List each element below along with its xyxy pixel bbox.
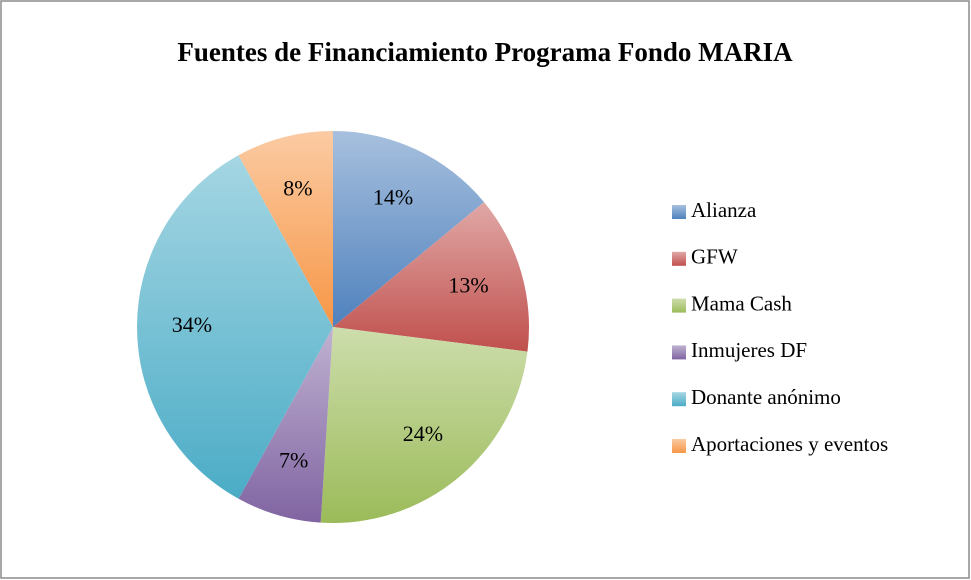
legend-label: Inmujeres DF bbox=[691, 338, 807, 362]
pie-slice bbox=[320, 327, 528, 523]
data-label: 34% bbox=[172, 312, 212, 337]
data-label: 14% bbox=[373, 184, 413, 209]
pie-slice bbox=[238, 327, 333, 523]
legend-label: Alianza bbox=[691, 198, 757, 222]
legend-swatch bbox=[672, 439, 686, 453]
legend-label: GFW bbox=[691, 245, 738, 269]
data-label: 13% bbox=[448, 273, 488, 298]
legend-swatch bbox=[672, 392, 686, 407]
pie-slice bbox=[137, 155, 333, 499]
chart-title: Fuentes de Financiamiento Programa Fondo… bbox=[177, 37, 793, 67]
legend-swatch bbox=[672, 205, 686, 219]
data-label: 7% bbox=[279, 448, 308, 473]
legend-swatch bbox=[672, 298, 686, 313]
legend-label: Mama Cash bbox=[691, 291, 792, 315]
legend-label: Aportaciones y eventos bbox=[691, 432, 888, 456]
pie-slice bbox=[333, 131, 485, 327]
data-label: 24% bbox=[403, 421, 443, 446]
legend-swatch bbox=[672, 345, 686, 360]
pie-slice bbox=[238, 131, 333, 327]
legend-label: Donante anónimo bbox=[691, 385, 841, 409]
pie-slice bbox=[333, 202, 529, 352]
data-label: 8% bbox=[283, 175, 312, 200]
legend-swatch bbox=[672, 251, 686, 266]
